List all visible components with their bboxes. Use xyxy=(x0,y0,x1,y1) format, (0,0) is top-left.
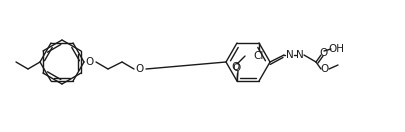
Text: N: N xyxy=(295,50,303,60)
Text: OH: OH xyxy=(327,44,343,54)
Text: O: O xyxy=(320,64,328,74)
Text: N: N xyxy=(286,50,293,60)
Text: O: O xyxy=(231,62,239,72)
Text: O: O xyxy=(136,64,144,74)
Text: O: O xyxy=(232,63,241,73)
Text: Cl: Cl xyxy=(253,51,264,61)
Text: O: O xyxy=(86,57,94,67)
Text: O: O xyxy=(319,48,327,58)
